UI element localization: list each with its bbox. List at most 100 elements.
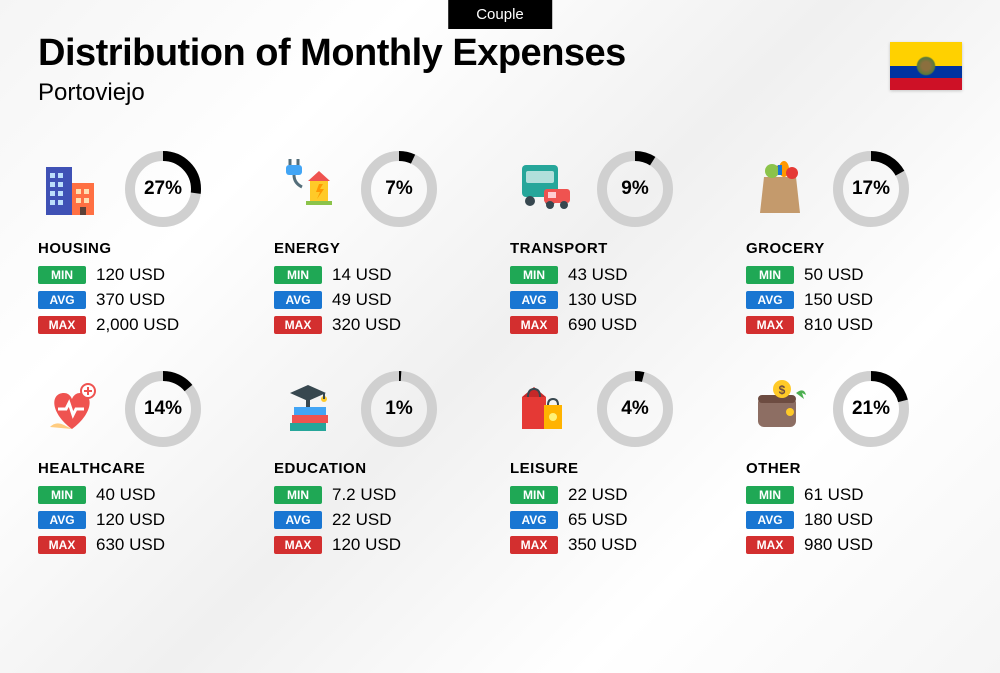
stat-row-min: MIN 61 USD [746, 485, 962, 505]
avg-badge: AVG [274, 511, 322, 529]
max-badge: MAX [510, 316, 558, 334]
category-card-energy: 7% ENERGY MIN 14 USD AVG 49 USD MAX 320 … [274, 150, 490, 340]
category-name: ENERGY [274, 240, 490, 257]
stat-row-max: MAX 2,000 USD [38, 315, 254, 335]
stat-row-min: MIN 40 USD [38, 485, 254, 505]
stat-row-max: MAX 630 USD [38, 535, 254, 555]
stat-row-min: MIN 50 USD [746, 265, 962, 285]
pct-donut: 21% [832, 370, 910, 448]
pct-donut: 7% [360, 150, 438, 228]
max-value: 2,000 USD [96, 315, 179, 335]
stat-row-avg: AVG 120 USD [38, 510, 254, 530]
min-badge: MIN [746, 266, 794, 284]
stat-row-max: MAX 690 USD [510, 315, 726, 335]
max-badge: MAX [38, 536, 86, 554]
education-icon [274, 375, 342, 443]
min-badge: MIN [38, 486, 86, 504]
min-value: 7.2 USD [332, 485, 396, 505]
stat-row-avg: AVG 130 USD [510, 290, 726, 310]
stat-row-avg: AVG 180 USD [746, 510, 962, 530]
pct-value: 9% [621, 178, 648, 200]
pct-value: 17% [852, 178, 890, 200]
stat-row-min: MIN 43 USD [510, 265, 726, 285]
energy-icon [274, 155, 342, 223]
grocery-icon [746, 155, 814, 223]
stat-row-avg: AVG 150 USD [746, 290, 962, 310]
transport-icon [510, 155, 578, 223]
max-value: 350 USD [568, 535, 637, 555]
category-name: OTHER [746, 460, 962, 477]
avg-value: 22 USD [332, 510, 392, 530]
max-value: 120 USD [332, 535, 401, 555]
max-value: 690 USD [568, 315, 637, 335]
household-tab: Couple [448, 0, 552, 29]
housing-icon [38, 155, 106, 223]
max-badge: MAX [746, 316, 794, 334]
pct-donut: 4% [596, 370, 674, 448]
pct-donut: 17% [832, 150, 910, 228]
pct-value: 7% [385, 178, 412, 200]
avg-badge: AVG [746, 511, 794, 529]
max-value: 810 USD [804, 315, 873, 335]
avg-badge: AVG [746, 291, 794, 309]
max-badge: MAX [274, 316, 322, 334]
pct-donut: 27% [124, 150, 202, 228]
category-name: GROCERY [746, 240, 962, 257]
avg-value: 65 USD [568, 510, 628, 530]
stat-row-max: MAX 320 USD [274, 315, 490, 335]
category-name: LEISURE [510, 460, 726, 477]
max-badge: MAX [746, 536, 794, 554]
category-card-leisure: 4% LEISURE MIN 22 USD AVG 65 USD MAX 350… [510, 370, 726, 560]
min-value: 22 USD [568, 485, 628, 505]
stat-row-max: MAX 980 USD [746, 535, 962, 555]
healthcare-icon [38, 375, 106, 443]
category-card-other: $ 21% OTHER MIN 61 USD AVG 180 USD MAX 9… [746, 370, 962, 560]
category-name: TRANSPORT [510, 240, 726, 257]
stat-row-max: MAX 350 USD [510, 535, 726, 555]
category-card-grocery: 17% GROCERY MIN 50 USD AVG 150 USD MAX 8… [746, 150, 962, 340]
stat-row-avg: AVG 49 USD [274, 290, 490, 310]
stat-row-avg: AVG 370 USD [38, 290, 254, 310]
avg-badge: AVG [510, 511, 558, 529]
min-badge: MIN [38, 266, 86, 284]
category-name: HOUSING [38, 240, 254, 257]
max-value: 980 USD [804, 535, 873, 555]
stat-row-max: MAX 810 USD [746, 315, 962, 335]
min-badge: MIN [510, 486, 558, 504]
avg-value: 120 USD [96, 510, 165, 530]
page-title: Distribution of Monthly Expenses [38, 32, 962, 75]
avg-value: 180 USD [804, 510, 873, 530]
stat-row-min: MIN 14 USD [274, 265, 490, 285]
category-card-housing: 27% HOUSING MIN 120 USD AVG 370 USD MAX … [38, 150, 254, 340]
avg-badge: AVG [38, 291, 86, 309]
category-card-transport: 9% TRANSPORT MIN 43 USD AVG 130 USD MAX … [510, 150, 726, 340]
pct-value: 27% [144, 178, 182, 200]
max-badge: MAX [510, 536, 558, 554]
pct-donut: 14% [124, 370, 202, 448]
stat-row-min: MIN 120 USD [38, 265, 254, 285]
stat-row-max: MAX 120 USD [274, 535, 490, 555]
avg-value: 49 USD [332, 290, 392, 310]
min-badge: MIN [510, 266, 558, 284]
stat-row-min: MIN 7.2 USD [274, 485, 490, 505]
avg-value: 130 USD [568, 290, 637, 310]
stat-row-avg: AVG 65 USD [510, 510, 726, 530]
min-value: 43 USD [568, 265, 628, 285]
avg-badge: AVG [274, 291, 322, 309]
leisure-icon [510, 375, 578, 443]
min-value: 14 USD [332, 265, 392, 285]
max-badge: MAX [38, 316, 86, 334]
category-name: HEALTHCARE [38, 460, 254, 477]
pct-donut: 1% [360, 370, 438, 448]
pct-value: 1% [385, 398, 412, 420]
min-badge: MIN [746, 486, 794, 504]
stat-row-min: MIN 22 USD [510, 485, 726, 505]
min-value: 40 USD [96, 485, 156, 505]
pct-value: 21% [852, 398, 890, 420]
category-name: EDUCATION [274, 460, 490, 477]
ecuador-flag-icon [890, 42, 962, 90]
min-value: 61 USD [804, 485, 864, 505]
min-value: 120 USD [96, 265, 165, 285]
min-badge: MIN [274, 266, 322, 284]
max-value: 320 USD [332, 315, 401, 335]
